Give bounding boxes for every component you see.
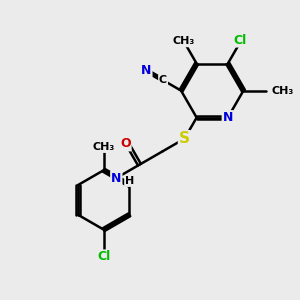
Text: C: C [159, 75, 167, 85]
Text: S: S [179, 131, 190, 146]
Text: CH₃: CH₃ [173, 36, 195, 46]
Text: Cl: Cl [97, 250, 110, 263]
Text: N: N [111, 172, 122, 184]
Text: H: H [125, 176, 134, 186]
Text: Cl: Cl [233, 34, 246, 46]
Text: CH₃: CH₃ [271, 85, 293, 96]
Text: N: N [223, 111, 233, 124]
Text: N: N [141, 64, 152, 77]
Text: O: O [120, 137, 131, 150]
Text: CH₃: CH₃ [93, 142, 115, 152]
